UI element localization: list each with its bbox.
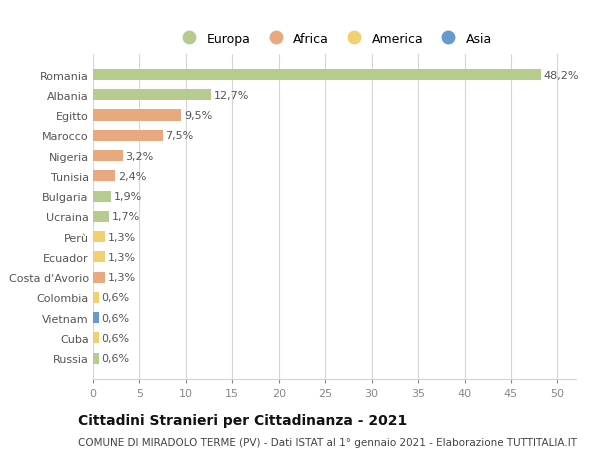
Bar xyxy=(93,292,98,303)
Bar xyxy=(93,191,110,202)
Bar xyxy=(93,333,98,344)
Text: Cittadini Stranieri per Cittadinanza - 2021: Cittadini Stranieri per Cittadinanza - 2… xyxy=(78,414,407,428)
Bar xyxy=(93,231,105,243)
Text: 2,4%: 2,4% xyxy=(118,172,146,181)
Bar xyxy=(93,130,163,141)
Text: 0,6%: 0,6% xyxy=(101,293,130,303)
Text: 1,3%: 1,3% xyxy=(108,232,136,242)
Text: 0,6%: 0,6% xyxy=(101,353,130,364)
Bar xyxy=(93,70,541,81)
Bar xyxy=(93,151,123,162)
Text: COMUNE DI MIRADOLO TERME (PV) - Dati ISTAT al 1° gennaio 2021 - Elaborazione TUT: COMUNE DI MIRADOLO TERME (PV) - Dati IST… xyxy=(78,437,577,447)
Text: 12,7%: 12,7% xyxy=(214,90,249,101)
Text: 1,7%: 1,7% xyxy=(112,212,140,222)
Bar xyxy=(93,171,115,182)
Text: 1,9%: 1,9% xyxy=(113,192,142,202)
Bar xyxy=(93,353,98,364)
Text: 9,5%: 9,5% xyxy=(184,111,212,121)
Bar xyxy=(93,90,211,101)
Text: 3,2%: 3,2% xyxy=(125,151,154,161)
Bar xyxy=(93,252,105,263)
Bar xyxy=(93,272,105,283)
Bar xyxy=(93,110,181,121)
Text: 1,3%: 1,3% xyxy=(108,252,136,262)
Text: 0,6%: 0,6% xyxy=(101,313,130,323)
Bar xyxy=(93,211,109,223)
Bar xyxy=(93,313,98,324)
Text: 7,5%: 7,5% xyxy=(166,131,194,141)
Text: 1,3%: 1,3% xyxy=(108,273,136,283)
Legend: Europa, Africa, America, Asia: Europa, Africa, America, Asia xyxy=(173,29,496,50)
Text: 48,2%: 48,2% xyxy=(544,70,579,80)
Text: 0,6%: 0,6% xyxy=(101,333,130,343)
